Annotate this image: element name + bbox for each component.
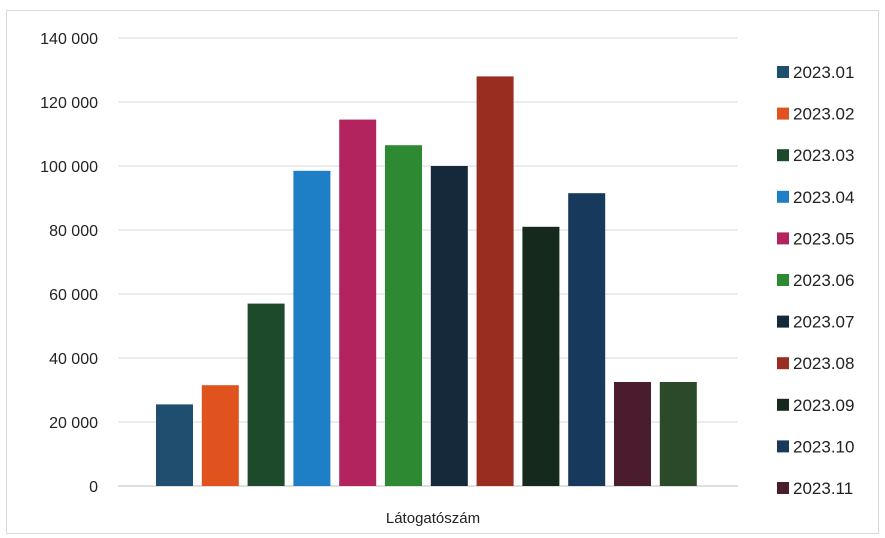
legend-item: 2023.01 [777,63,854,82]
legend-item: 2023.04 [777,188,854,207]
y-tick-label: 100 000 [40,159,98,176]
bar-2023.11 [614,382,651,486]
legend-item: 2023.09 [777,396,854,415]
legend-item: 2023.06 [777,271,854,290]
legend-label: 2023.05 [793,229,854,248]
legend: 2023.01 2023.02 2023.03 2023.04 2023.05 2023.… [777,63,854,498]
legend-item: 2023.10 [777,437,854,456]
legend-swatch [777,232,789,245]
legend-label: 2023.03 [793,146,854,165]
legend-swatch [777,66,789,78]
legend-label: 2023.11 [793,479,853,498]
y-tick-label: 60 000 [49,287,98,304]
bar-2023.01 [156,404,193,486]
legend-label: 2023.04 [793,188,854,207]
legend-item: 2023.07 [777,313,854,332]
legend-label: 2023.08 [793,354,854,373]
bar-2023.07 [430,166,468,486]
legend-item: 2023.03 [777,146,854,165]
y-tick-label: 40 000 [49,351,98,368]
legend-label: 2023.10 [793,437,854,456]
legend-item: 2023.02 [777,105,854,124]
legend-swatch [777,440,789,453]
y-tick-label: 20 000 [49,415,98,432]
bar-2023.05 [339,119,377,486]
legend-item: 2023.08 [777,354,854,373]
legend-swatch [777,398,789,411]
bar-2023.02 [201,385,239,486]
legend-swatch [777,274,789,286]
legend-label: 2023.01 [793,63,854,82]
y-tick-label: 120 000 [40,95,98,112]
legend-label: 2023.07 [793,313,854,332]
y-axis-ticks: 0 20 000 40 000 60 000 80 000 100 000 120 000 1… [40,31,98,496]
bar-2023.03 [247,303,285,486]
legend-item: 2023.11 [777,479,853,498]
bar-2023.04 [293,170,331,487]
legend-swatch [777,149,789,162]
bar-2023.10 [568,193,606,486]
y-tick-label: 80 000 [49,223,98,240]
bar-2023.08 [476,76,514,487]
bars [156,76,697,487]
legend-swatch [777,315,789,328]
legend-swatch [777,190,789,203]
x-axis-categories: Látogatószám [386,510,480,527]
legend-item: 2023.05 [777,229,854,248]
y-tick-label: 140 000 [40,31,98,48]
bar-series-12 [659,382,697,486]
legend-swatch [777,357,789,370]
legend-label: 2023.06 [793,271,854,290]
legend-swatch [777,107,789,120]
bar-2023.09 [522,226,560,487]
bar-2023.06 [385,145,422,486]
legend-label: 2023.02 [793,105,854,124]
legend-label: 2023.09 [793,396,854,415]
y-tick-label: 0 [89,479,98,496]
x-category-label: Látogatószám [386,510,480,527]
legend-swatch [777,482,789,494]
